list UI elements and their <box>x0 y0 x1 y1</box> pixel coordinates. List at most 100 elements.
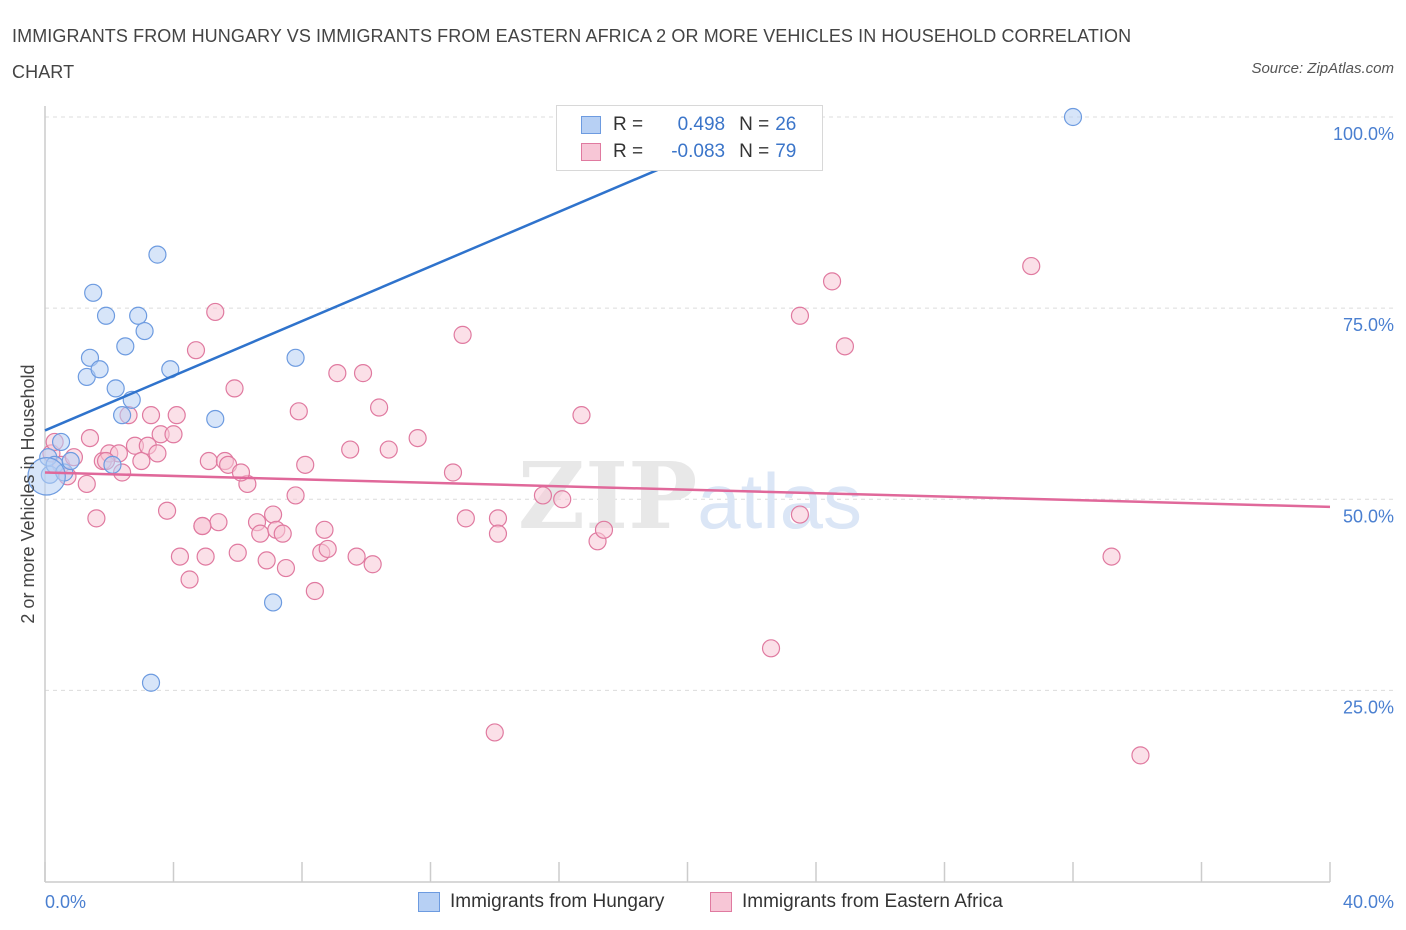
y-tick-label: 75.0% <box>1343 315 1394 335</box>
data-point <box>196 547 215 566</box>
data-point <box>443 463 463 482</box>
legend-swatch-hungary <box>581 116 601 134</box>
data-point <box>167 406 186 425</box>
data-point <box>209 513 228 532</box>
x-tick-label-max: 40.0% <box>1343 892 1394 912</box>
legend-row-eastern-africa: R = -0.083 N = 79 <box>581 139 796 165</box>
y-axis-label: 2 or more Vehicles in Household <box>18 364 38 623</box>
legend-n-label: N = <box>739 141 770 162</box>
data-point <box>315 520 334 539</box>
data-point <box>170 547 190 566</box>
data-point <box>129 306 148 325</box>
bottom-legend-swatch-hungary <box>418 892 440 912</box>
data-point <box>289 402 308 421</box>
data-point <box>273 524 292 543</box>
data-point <box>822 272 842 291</box>
data-point <box>135 321 154 341</box>
data-point <box>305 581 324 601</box>
bottom-legend-swatch-eastern-africa <box>710 892 732 912</box>
data-point <box>106 379 125 398</box>
data-point <box>572 406 591 425</box>
bottom-legend-label-eastern-africa: Immigrants from Eastern Africa <box>742 891 1003 912</box>
data-point <box>553 490 572 509</box>
data-point <box>453 325 472 344</box>
data-point <box>206 302 225 322</box>
data-point <box>90 360 109 379</box>
y-tick-label: 100.0% <box>1333 124 1394 144</box>
x-ticks <box>44 862 1331 882</box>
data-point <box>533 486 553 505</box>
y-tick-label: 50.0% <box>1343 506 1394 526</box>
data-point <box>363 555 382 574</box>
bottom-legend-hungary: Immigrants from Hungary <box>418 888 664 916</box>
data-point <box>1022 256 1041 276</box>
correlation-legend: R = 0.498 N = 26 R = -0.083 N = 79 <box>556 105 823 171</box>
data-point <box>790 306 810 325</box>
data-point <box>186 341 206 360</box>
data-point <box>408 428 427 448</box>
data-point <box>1102 547 1121 566</box>
data-point <box>251 524 270 543</box>
data-point <box>488 509 508 528</box>
data-point <box>164 425 183 444</box>
data-point <box>103 455 122 474</box>
data-point <box>286 348 305 367</box>
data-point <box>206 409 225 429</box>
legend-r-value: -0.083 <box>671 141 726 162</box>
data-point <box>318 539 337 559</box>
y-tick-labels: 100.0% 75.0% 50.0% 25.0% <box>1333 124 1394 717</box>
data-point <box>77 474 96 494</box>
data-point <box>148 245 167 264</box>
data-point <box>193 516 212 536</box>
data-point <box>132 451 151 471</box>
data-point <box>1063 107 1083 127</box>
data-point <box>225 379 244 398</box>
bottom-legend-label-hungary: Immigrants from Hungary <box>450 891 665 912</box>
x-tick-label-min: 0.0% <box>45 892 86 912</box>
source-note: Source: ZipAtlas.com <box>1251 60 1394 77</box>
data-point <box>96 306 116 325</box>
data-point <box>353 364 373 383</box>
y-tick-label: 25.0% <box>1343 697 1394 717</box>
data-point <box>761 639 781 658</box>
data-point <box>116 337 135 356</box>
data-point <box>276 558 296 578</box>
data-point <box>835 337 855 356</box>
series-hungary-points <box>27 107 1083 692</box>
data-point <box>485 723 504 742</box>
data-point <box>488 524 508 543</box>
data-point <box>594 520 614 539</box>
data-point <box>141 673 161 692</box>
watermark-atlas: atlas <box>697 457 862 545</box>
data-point <box>456 509 475 528</box>
data-point <box>199 451 218 471</box>
data-point <box>296 455 315 474</box>
data-point <box>286 486 305 505</box>
data-point <box>328 364 347 383</box>
data-point <box>341 440 360 459</box>
data-point <box>263 593 283 612</box>
data-point <box>790 505 810 524</box>
data-point <box>87 509 106 528</box>
data-point <box>228 543 247 562</box>
legend-n-value: 79 <box>775 141 797 162</box>
legend-n-value: 26 <box>775 114 797 135</box>
data-point <box>148 444 167 463</box>
chart-title: IMMIGRANTS FROM HUNGARY VS IMMIGRANTS FR… <box>12 26 1132 82</box>
data-point <box>84 283 103 302</box>
data-point <box>370 398 389 417</box>
legend-row-hungary: R = 0.498 N = 26 <box>581 112 796 138</box>
data-point <box>263 505 283 524</box>
data-point <box>141 406 161 425</box>
data-point <box>27 457 66 496</box>
gridlines <box>45 116 1394 691</box>
legend-r-value: 0.498 <box>677 114 726 135</box>
bottom-legend-eastern-africa: Immigrants from Eastern Africa <box>710 888 1003 916</box>
data-point <box>379 440 398 459</box>
legend-r-label: R = <box>613 141 644 162</box>
data-point <box>80 428 100 448</box>
data-point <box>112 406 132 425</box>
data-point <box>347 547 366 566</box>
legend-swatch-eastern-africa <box>581 143 601 161</box>
